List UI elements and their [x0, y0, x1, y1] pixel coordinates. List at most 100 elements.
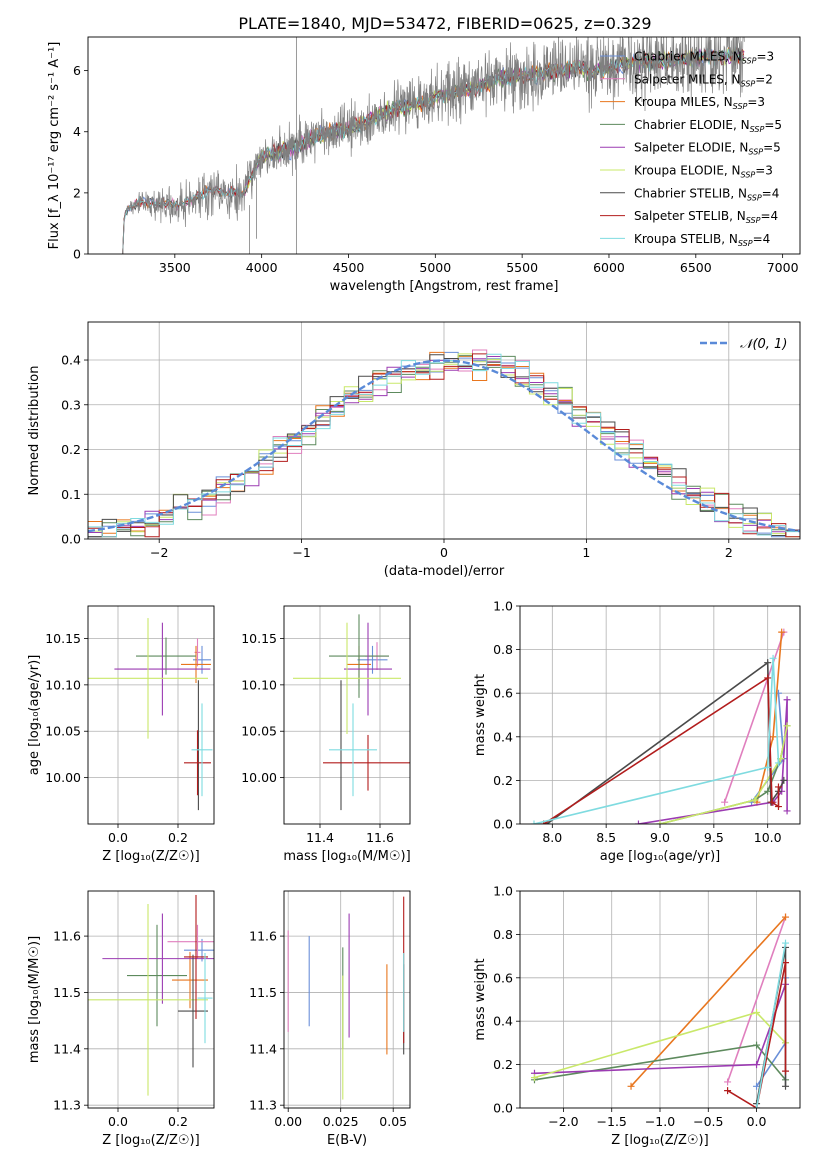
weight-marker — [780, 776, 788, 784]
weight-marker — [751, 796, 759, 804]
tick-label: 10.15 — [45, 631, 81, 646]
x-axis-label: wavelength [Angstrom, rest frame] — [330, 279, 559, 294]
tick-label: 0.2 — [168, 1114, 188, 1129]
x-axis-label: Z [log₁₀(Z/Z☉)] — [611, 1133, 708, 1148]
weight-marker — [753, 1082, 761, 1090]
plot-area — [520, 606, 800, 824]
weight-marker — [627, 1082, 635, 1090]
axes-spectrum: 3500 4000 4500 5000 5500 6000 6500 7000 0 2 4 6 wave… — [47, 36, 801, 294]
tick-label: 6500 — [680, 260, 712, 275]
tick-label: 0.2 — [493, 773, 513, 788]
tick-label: 11.4 — [249, 1041, 277, 1056]
weight-marker — [783, 807, 791, 815]
y-axis-label: Normed distribution — [27, 366, 42, 496]
tick-label: 0.4 — [493, 729, 513, 744]
weight-marker — [764, 763, 772, 771]
axes-mass-weight-vs-age: 8.0 8.5 9.0 9.5 10.0 0.0 0.2 0.4 0.6 0.8 1.0 age [l… — [473, 599, 801, 864]
weight-marker — [778, 628, 786, 636]
weight-marker — [774, 783, 782, 791]
weight-marker — [769, 654, 777, 662]
tick-label: 0.0 — [108, 830, 128, 845]
weight-marker — [774, 803, 782, 811]
tick-label: 10.00 — [45, 770, 81, 785]
plot-area — [88, 891, 214, 1108]
tick-label: 11.4 — [53, 1041, 81, 1056]
tick-label: 1.0 — [493, 599, 513, 614]
normal-curve — [88, 359, 800, 533]
weight-line — [755, 942, 787, 1108]
plot-area — [284, 606, 410, 824]
tick-label: 10.10 — [241, 677, 277, 692]
plot-area — [88, 322, 800, 539]
weight-line — [659, 725, 788, 824]
x-axis-label: age [log₁₀(age/yr)] — [600, 849, 721, 864]
tick-label: 10.15 — [241, 631, 277, 646]
tick-label: 11.6 — [249, 929, 277, 944]
tick-label: 7000 — [767, 260, 799, 275]
y-axis-label: Flux [f_λ 10⁻¹⁷ erg cm⁻² s⁻¹ A⁻¹] — [47, 42, 62, 250]
tick-label: 0.0 — [61, 532, 81, 547]
legend-entry: 𝒩(0, 1) — [740, 337, 787, 352]
tick-label: 0.4 — [493, 1014, 513, 1029]
weight-marker — [768, 798, 776, 806]
y-axis-label: mass weight — [473, 958, 488, 1040]
tick-label: 0.2 — [61, 442, 81, 457]
weight-marker — [769, 733, 777, 741]
weight-marker — [782, 1082, 790, 1090]
tick-label: −2 — [150, 545, 168, 560]
tick-label: 2 — [725, 545, 733, 560]
tick-label: −2.0 — [548, 1114, 578, 1129]
legend-entry: Chabrier MILES, NSSP=3 — [634, 50, 774, 66]
tick-label: 0.4 — [61, 353, 81, 368]
y-axis-label: mass [log₁₀(M/M☉)] — [27, 936, 42, 1063]
legend-entry: Salpeter ELODIE, NSSP=5 — [634, 141, 781, 157]
weight-line — [533, 658, 780, 824]
x-axis-label: Z [log₁₀(Z/Z☉)] — [102, 1133, 199, 1148]
tick-label: 11.4 — [306, 830, 334, 845]
weight-marker — [721, 798, 729, 806]
tick-label: 9.0 — [650, 830, 670, 845]
legend-entry: Chabrier STELIB, NSSP=4 — [634, 186, 779, 202]
weight-marker — [634, 820, 642, 824]
weight-marker — [753, 1009, 761, 1017]
tick-label: 0.0 — [747, 1114, 767, 1129]
legend-entry: Kroupa ELODIE, NSSP=3 — [634, 164, 773, 180]
data-spectrum-line — [122, 37, 745, 254]
tick-label: 8.5 — [596, 830, 616, 845]
tick-label: 4500 — [333, 260, 365, 275]
tick-label: 2 — [73, 185, 81, 200]
axes-frame — [87, 605, 215, 825]
tick-label: 5000 — [419, 260, 451, 275]
axes-mass-vs-ebv: 0.00 0.025 0.05 11.3 11.4 11.5 11.6 E(B-V) — [249, 890, 411, 1148]
tick-label: 4 — [73, 124, 81, 139]
tick-label: 0.1 — [61, 487, 81, 502]
y-axis-label: age [log₁₀(age/yr)] — [27, 655, 42, 776]
plot-area — [122, 37, 745, 254]
tick-label: 6 — [73, 63, 81, 78]
weight-marker — [782, 913, 790, 921]
tick-label: 1 — [582, 545, 590, 560]
weight-marker — [782, 1067, 790, 1075]
tick-label: 0.3 — [61, 397, 81, 412]
plot-area — [88, 606, 214, 824]
tick-label: 11.5 — [249, 985, 277, 1000]
tick-label: 9.5 — [704, 830, 724, 845]
axes-frame — [87, 321, 801, 540]
axes-frame — [87, 36, 801, 255]
tick-label: 0.0 — [493, 1101, 513, 1116]
tick-label: 0.00 — [274, 1114, 302, 1129]
weight-marker — [782, 959, 790, 967]
axes-age-vs-mass: 11.4 11.6 10.00 10.05 10.10 10.15 mass [log₁₀(… — [241, 605, 411, 864]
weight-marker — [764, 659, 772, 667]
tick-label: 0.025 — [323, 1114, 359, 1129]
tick-label: 0.8 — [493, 927, 513, 942]
weight-marker — [782, 939, 790, 947]
weight-line — [630, 916, 787, 1087]
tick-label: 0.6 — [493, 686, 513, 701]
x-axis-label: Z [log₁₀(Z/Z☉)] — [102, 849, 199, 864]
tick-label: −1.5 — [597, 1114, 627, 1129]
weight-marker — [783, 722, 791, 730]
tick-label: 3500 — [159, 260, 191, 275]
tick-label: 11.3 — [53, 1098, 81, 1113]
tick-label: 10.10 — [45, 677, 81, 692]
